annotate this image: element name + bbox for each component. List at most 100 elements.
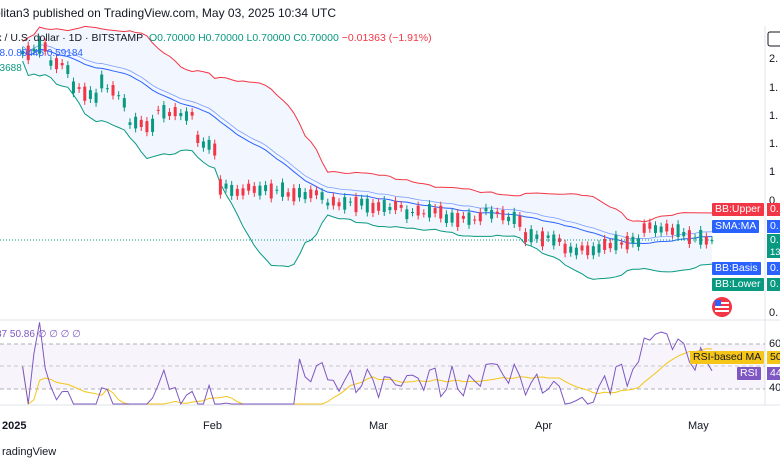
candle-body — [631, 236, 635, 244]
candle-body — [184, 111, 188, 121]
collapse-icon[interactable] — [767, 31, 780, 47]
candle-body — [377, 202, 381, 211]
candle-body — [83, 86, 87, 101]
candle-body — [371, 202, 375, 213]
candle-body — [32, 48, 36, 52]
candle-body — [603, 238, 607, 250]
candle-body — [105, 88, 109, 90]
candle-body — [540, 231, 544, 247]
candle-body — [518, 215, 522, 227]
candle-body — [247, 183, 251, 191]
symbol-legend[interactable]: ix / U.S. dollar · 1D · BITSTAMP O0.7000… — [0, 32, 432, 44]
candle-body — [286, 192, 290, 197]
candle-body — [281, 182, 285, 197]
candle-body — [507, 216, 511, 222]
candle-body — [128, 122, 132, 125]
bb-lower-tag-value: 0. — [767, 278, 780, 291]
bb-values-line: 98.0.80445 0.59184 — [0, 48, 83, 59]
flag-icon[interactable] — [712, 297, 732, 317]
candle-body — [467, 212, 471, 225]
rsi-tick: 60 — [769, 338, 780, 350]
candle-body — [411, 211, 415, 213]
candle-body — [620, 242, 624, 245]
close-value: C0.70000 — [293, 32, 339, 44]
candle-body — [303, 192, 307, 200]
candle-body — [26, 45, 30, 61]
symbol-name: ix / U.S. dollar · 1D · BITSTAMP — [0, 32, 144, 44]
candle-body — [190, 112, 194, 116]
candle-body — [484, 207, 488, 212]
bb-lower-value: 73688 — [0, 63, 22, 74]
candle-body — [314, 190, 318, 196]
candle-body — [625, 235, 629, 250]
candle-body — [659, 226, 663, 233]
candle-body — [320, 192, 324, 200]
price-tick: 2. — [769, 53, 779, 65]
candle-body — [326, 202, 330, 206]
candle-body — [134, 116, 138, 129]
candle-body — [529, 229, 533, 243]
candle-body — [49, 60, 53, 66]
candle-body — [354, 196, 358, 213]
candle-body — [156, 109, 160, 111]
bb-lower-line — [22, 60, 713, 280]
bb-upper-value: 0. — [767, 203, 780, 216]
candle-body — [456, 213, 460, 227]
bb-legend-values: 98.0.80445 0.59184 — [0, 48, 83, 59]
candle-body — [297, 187, 301, 198]
candle-body — [461, 215, 465, 219]
candle-body — [704, 236, 708, 245]
candle-body — [444, 214, 448, 224]
candle-body — [224, 183, 228, 189]
candle-body — [331, 196, 335, 206]
bb-upper-tag: BB:Upper — [712, 203, 764, 216]
rsi-legend[interactable]: 87 50.86 ∅ ∅ ∅ ∅ — [0, 329, 81, 340]
candle-body — [416, 205, 420, 216]
x-tick-feb: Feb — [203, 420, 222, 432]
candle-body — [66, 65, 70, 74]
bb-lower-tag: BB:Lower — [712, 278, 764, 291]
candle-body — [309, 189, 313, 199]
candle-body — [213, 143, 217, 156]
candle-body — [490, 209, 494, 219]
rsi-value: 44 — [767, 367, 780, 380]
bb-basis-tag: BB:Basis — [712, 262, 761, 275]
candle-body — [38, 39, 42, 54]
candle-body — [55, 58, 59, 70]
candle-body — [382, 199, 386, 212]
candle-body — [586, 245, 590, 256]
publish-info: olitan3 published on TradingView.com, Ma… — [0, 6, 336, 20]
candle-body — [235, 188, 239, 196]
candle-body — [535, 234, 539, 239]
candle-body — [614, 234, 618, 251]
candle-body — [269, 183, 273, 199]
candle-body — [348, 201, 352, 203]
high-value: H0.70000 — [198, 32, 244, 44]
price-tick: 1. — [769, 138, 779, 150]
candle-body — [275, 189, 279, 191]
candle-body — [218, 179, 222, 195]
publish-header: olitan3 published on TradingView.com, Ma… — [0, 0, 780, 26]
rsi-ma-tag: RSI-based MA — [690, 351, 765, 364]
candle-body — [422, 213, 426, 215]
rsi-line — [22, 322, 713, 406]
candle-body — [552, 234, 556, 246]
candle-body — [360, 198, 364, 206]
candle-body — [292, 188, 296, 202]
candle-body — [43, 42, 47, 52]
candle-body — [676, 224, 680, 238]
candle-body — [478, 212, 482, 222]
candle-body — [111, 85, 115, 96]
low-value: L0.70000 — [246, 32, 291, 44]
price-tick: 1 — [769, 166, 776, 178]
candle-body — [179, 113, 183, 117]
bb-basis-value: 0. — [767, 262, 780, 275]
price-tick: 0. — [769, 307, 779, 319]
candle-body — [173, 107, 177, 117]
candle-body — [241, 188, 245, 196]
candle-body — [427, 204, 431, 218]
candle-body — [365, 198, 369, 213]
candle-body — [77, 87, 81, 89]
candle-body — [693, 237, 697, 239]
